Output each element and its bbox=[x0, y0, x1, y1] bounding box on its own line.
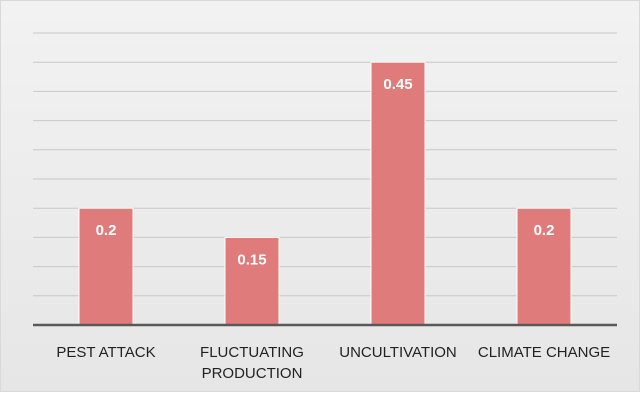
bar bbox=[78, 207, 134, 326]
data-label: 0.2 bbox=[96, 222, 117, 239]
category-label: CLIMATE CHANGE bbox=[478, 344, 610, 361]
category-label: PEST ATTACK bbox=[56, 344, 155, 361]
category-label: PRODUCTION bbox=[202, 365, 303, 382]
bar bbox=[224, 236, 280, 326]
data-label: 0.2 bbox=[534, 222, 555, 239]
data-label: 0.45 bbox=[383, 76, 412, 93]
bar bbox=[370, 61, 426, 326]
data-label: 0.15 bbox=[237, 251, 266, 268]
category-label: UNCULTIVATION bbox=[339, 344, 457, 361]
category-label: FLUCTUATING bbox=[200, 344, 304, 361]
